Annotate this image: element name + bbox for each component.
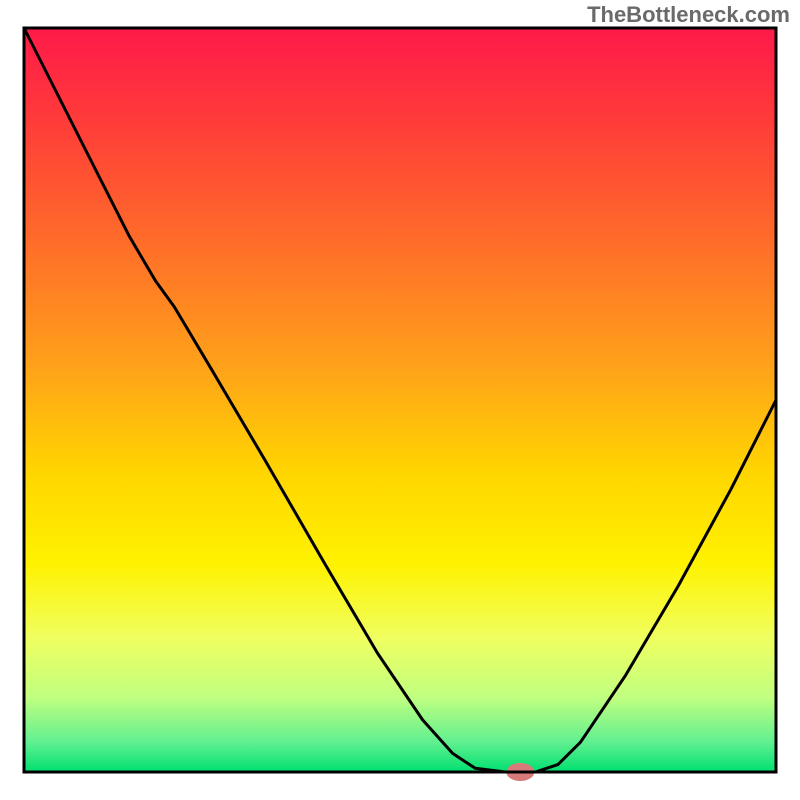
plot-background [24,28,776,772]
watermark-text: TheBottleneck.com [587,2,790,28]
chart-container: TheBottleneck.com [0,0,800,800]
bottleneck-chart [0,0,800,800]
